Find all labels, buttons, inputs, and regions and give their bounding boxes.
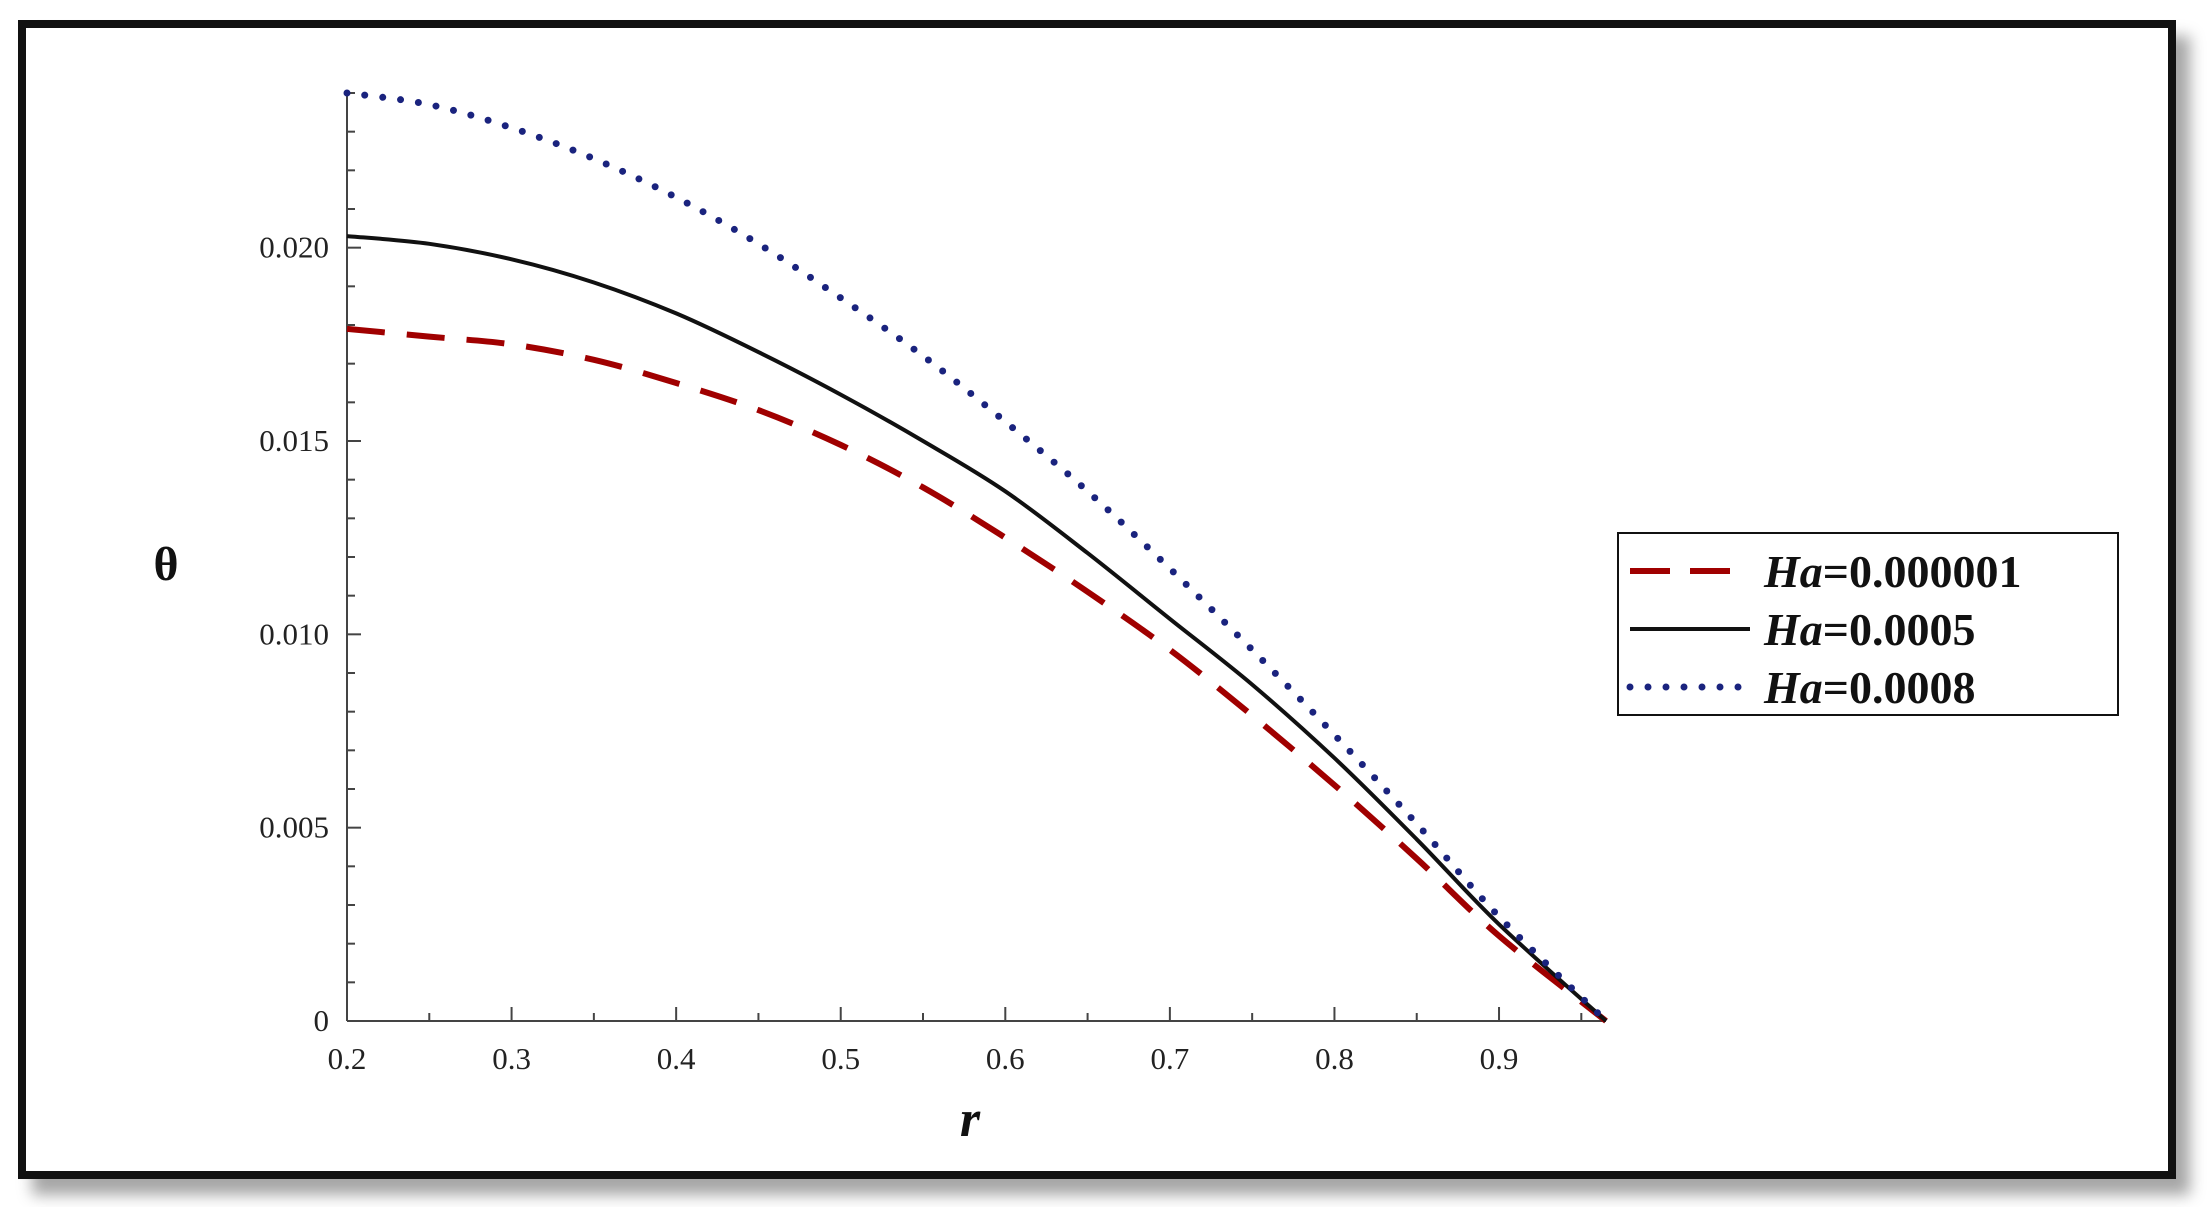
line-chart: 0.2 0.3 0.4 0.5 0.6 0.7 0.8 0.9 0 0.005 0.010 0.015… — [153, 89, 2119, 1148]
legend-value: =0.000001 — [1823, 546, 2022, 597]
legend-value: =0.0005 — [1823, 604, 1976, 655]
y-tick-label: 0.010 — [259, 616, 329, 651]
x-tick-label: 0.5 — [821, 1041, 860, 1076]
legend-entry-label: Ha=0.000001 — [1763, 546, 2022, 597]
y-axis-label: θ — [153, 538, 178, 591]
y-tick-label: 0.005 — [259, 810, 329, 845]
figure-frame: 0.2 0.3 0.4 0.5 0.6 0.7 0.8 0.9 0 0.005 0.010 0.015… — [18, 20, 2176, 1179]
x-axis-label: r — [960, 1091, 981, 1148]
x-tick-label: 0.7 — [1151, 1041, 1190, 1076]
axes: 0.2 0.3 0.4 0.5 0.6 0.7 0.8 0.9 0 0.005 0.010 0.015… — [259, 92, 1606, 1076]
legend-variable: Ha — [1763, 662, 1823, 713]
legend-value: =0.0008 — [1823, 662, 1976, 713]
x-tick-label: 0.8 — [1315, 1041, 1354, 1076]
y-tick-label: 0.015 — [259, 423, 329, 458]
legend-entry-label: Ha=0.0008 — [1763, 662, 1976, 713]
series-ha-0-0005-line — [346, 234, 1608, 1023]
series-layer — [343, 89, 1610, 1025]
y-tick-label: 0 — [314, 1003, 330, 1038]
x-tick-label: 0.6 — [986, 1041, 1025, 1076]
y-tick-label: 0.020 — [259, 230, 329, 265]
legend-variable: Ha — [1763, 546, 1823, 597]
x-tick-label: 0.3 — [492, 1041, 531, 1076]
x-tick-label: 0.9 — [1480, 1041, 1519, 1076]
x-tick-label: 0.4 — [657, 1041, 696, 1076]
series-ha-0-000001-line — [346, 325, 1608, 1024]
series-ha-0-0008-line — [343, 89, 1610, 1025]
legend-variable: Ha — [1763, 604, 1823, 655]
legend-entry-label: Ha=0.0005 — [1763, 604, 1976, 655]
x-tick-label: 0.2 — [328, 1041, 367, 1076]
